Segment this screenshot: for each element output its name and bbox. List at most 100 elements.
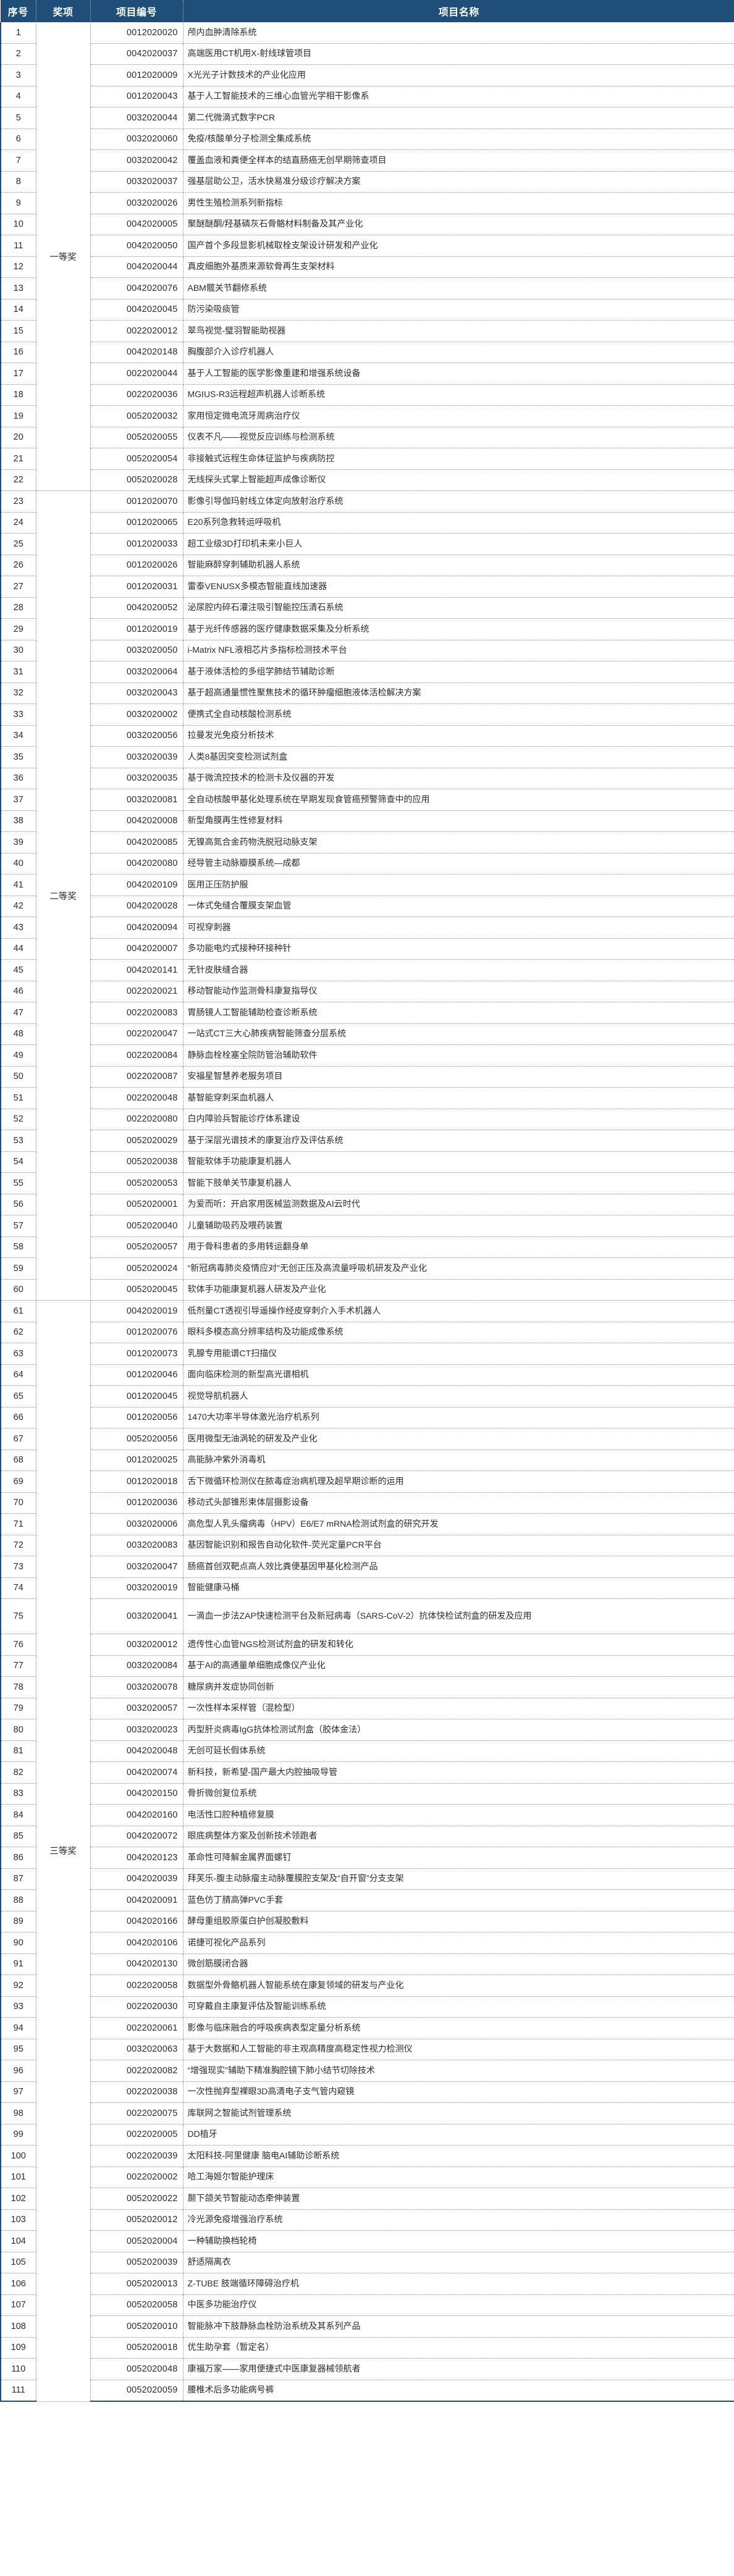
row-project-code: 0022020084: [90, 1044, 184, 1067]
row-project-code: 0052020056: [90, 1428, 184, 1450]
row-project-name: 新型角膜再生性修复材料: [183, 810, 734, 832]
row-seq: 54: [0, 1151, 36, 1173]
row-seq: 8: [0, 171, 36, 193]
row-project-code: 0022020075: [90, 2102, 184, 2125]
table-row: 64 0012020046 面向临床检测的新型高光谱相机: [0, 1364, 734, 1386]
row-seq: 96: [0, 2060, 36, 2082]
row-project-name: 静脉血栓栓塞全院防管治辅助软件: [183, 1044, 734, 1067]
table-row: 55 0052020053 智能下肢单关节康复机器人: [0, 1172, 734, 1194]
row-seq: 2: [0, 43, 36, 65]
row-project-name: DD植牙: [183, 2124, 734, 2146]
row-project-name: X光光子计数技术的产业化应用: [183, 64, 734, 86]
row-project-name: 电活性口腔种植修复膜: [183, 1804, 734, 1826]
table-row: 56 0052020001 为爱而听：开启家用医械监测数据及AI云时代: [0, 1194, 734, 1215]
row-project-code: 0012020056: [90, 1407, 184, 1429]
row-project-name: 无针皮肤缝合器: [183, 959, 734, 981]
table-row: 18 0022020036 MGIUS-R3远程超声机器人诊断系统: [0, 384, 734, 406]
row-seq: 52: [0, 1109, 36, 1130]
row-project-code: 0032020081: [90, 789, 184, 811]
table-row: 96 0022020082 “增强现实”辅助下精准胸腔镜下肺小结节切除技术: [0, 2060, 734, 2082]
row-seq: 89: [0, 1911, 36, 1932]
row-project-name: 人类8基因突变检测试剂盒: [183, 746, 734, 768]
table-row: 85 0042020072 眼底病整体方案及创新技术领跑者: [0, 1826, 734, 1847]
row-project-code: 0032020050: [90, 640, 184, 661]
row-seq: 22: [0, 469, 36, 491]
table-row: 98 0022020075 库联网之智能试剂管理系统: [0, 2102, 734, 2125]
table-row: 67 0052020056 医用微型无油涡轮的研发及产业化: [0, 1428, 734, 1450]
table-row: 31 0032020064 基于液体活检的多组学肺结节辅助诊断: [0, 661, 734, 683]
row-seq: 90: [0, 1932, 36, 1954]
row-project-code: 0012020065: [90, 512, 184, 534]
row-project-name: 男性生殖检测系列新指标: [183, 192, 734, 214]
row-project-name: 聚醚醚酮/羟基磷灰石骨骼材料制备及其产业化: [183, 214, 734, 235]
row-project-name: 可穿戴自主康复评估及智能训练系统: [183, 1996, 734, 2018]
row-project-name: 低剂量CT透视引导遥操作经皮穿刺介入手术机器人: [183, 1300, 734, 1322]
row-seq: 3: [0, 64, 36, 86]
row-seq: 109: [0, 2337, 36, 2359]
row-seq: 100: [0, 2145, 36, 2167]
row-seq: 38: [0, 810, 36, 832]
row-seq: 79: [0, 1698, 36, 1719]
row-seq: 31: [0, 661, 36, 683]
row-project-code: 0052020058: [90, 2294, 184, 2316]
row-project-code: 0052020028: [90, 469, 184, 491]
row-project-name: 丙型肝炎病毒IgG抗体检测试剂盒（胶体金法）: [183, 1719, 734, 1741]
row-project-name: 基于深层光谱技术的康复治疗及评估系统: [183, 1130, 734, 1152]
table-row: 48 0022020047 一站式CT三大心肺疾病智能筛查分层系统: [0, 1023, 734, 1045]
row-seq: 101: [0, 2167, 36, 2188]
row-seq: 66: [0, 1407, 36, 1429]
table-row: 4 0012020043 基于人工智能技术的三维心血管光学相干影像系: [0, 86, 734, 107]
row-seq: 49: [0, 1044, 36, 1067]
row-seq: 78: [0, 1676, 36, 1698]
table-row: 28 0042020052 泌尿腔内碎石灌注吸引智能控压清石系统: [0, 597, 734, 619]
row-seq: 103: [0, 2209, 36, 2231]
row-project-name: 胃肠镜人工智能辅助检查诊断系统: [183, 1002, 734, 1024]
row-seq: 17: [0, 363, 36, 385]
row-project-name: 无线探头式掌上智能超声成像诊断仪: [183, 469, 734, 491]
row-project-code: 0032020037: [90, 171, 184, 193]
column-header-code: 项目编号: [90, 0, 184, 22]
row-project-code: 0042020091: [90, 1889, 184, 1911]
table-row: 86 0042020123 革命性可降解金属界面螺钉: [0, 1847, 734, 1869]
row-project-name: 智能软体手功能康复机器人: [183, 1151, 734, 1173]
row-project-name: MGIUS-R3远程超声机器人诊断系统: [183, 384, 734, 406]
table-row: 80 0032020023 丙型肝炎病毒IgG抗体检测试剂盒（胶体金法）: [0, 1719, 734, 1741]
row-project-code: 0022020080: [90, 1109, 184, 1130]
table-row: 110 0052020048 康福万家——家用便捷式中医康复器械领航者: [0, 2358, 734, 2380]
table-row: 12 0042020044 真皮细胞外基质来源软骨再生支架材料: [0, 256, 734, 278]
row-project-code: 0032020063: [90, 2039, 184, 2060]
row-project-name: 优生助孕套（暂定名）: [183, 2337, 734, 2359]
row-project-name: 一站式CT三大心肺疾病智能筛查分层系统: [183, 1023, 734, 1045]
row-project-name: 高端医用CT机用X-射线球管项目: [183, 43, 734, 65]
row-project-code: 0052020018: [90, 2337, 184, 2359]
row-project-code: 0052020013: [90, 2273, 184, 2295]
row-seq: 95: [0, 2039, 36, 2060]
row-seq: 92: [0, 1974, 36, 1997]
row-seq: 33: [0, 703, 36, 726]
table-row: 111 0052020059 腰椎术后多功能病号裤: [0, 2380, 734, 2402]
row-project-code: 0032020057: [90, 1698, 184, 1719]
row-project-code: 0052020012: [90, 2209, 184, 2231]
row-project-code: 0042020150: [90, 1783, 184, 1805]
row-project-name: 一种辅助换档轮椅: [183, 2230, 734, 2252]
table-row: 100 0022020039 太阳科技-阿里健康 脑电AI辅助诊断系统: [0, 2145, 734, 2167]
row-project-code: 0012020019: [90, 618, 184, 640]
table-row: 91 0042020130 微创筋膜闭合器: [0, 1953, 734, 1975]
table-row: 41 0042020109 医用正压防护服: [0, 874, 734, 896]
row-seq: 43: [0, 917, 36, 939]
row-seq: 15: [0, 320, 36, 342]
row-project-code: 0012020033: [90, 533, 184, 555]
row-seq: 60: [0, 1279, 36, 1301]
row-project-code: 0052020032: [90, 405, 184, 427]
row-project-name: 智能下肢单关节康复机器人: [183, 1172, 734, 1194]
column-header-name: 项目名称: [183, 0, 734, 22]
row-project-code: 0012020046: [90, 1364, 184, 1386]
row-seq: 97: [0, 2081, 36, 2103]
row-project-code: 0052020048: [90, 2358, 184, 2380]
row-project-name: 库联网之智能试剂管理系统: [183, 2102, 734, 2125]
row-project-name: 基因智能识别和报告自动化软件-荧光定量PCR平台: [183, 1535, 734, 1556]
row-project-code: 0032020064: [90, 661, 184, 683]
row-project-code: 0032020047: [90, 1556, 184, 1578]
table-row: 102 0052020022 颞下颌关节智能动态牵伸装置: [0, 2188, 734, 2210]
row-seq: 69: [0, 1471, 36, 1493]
